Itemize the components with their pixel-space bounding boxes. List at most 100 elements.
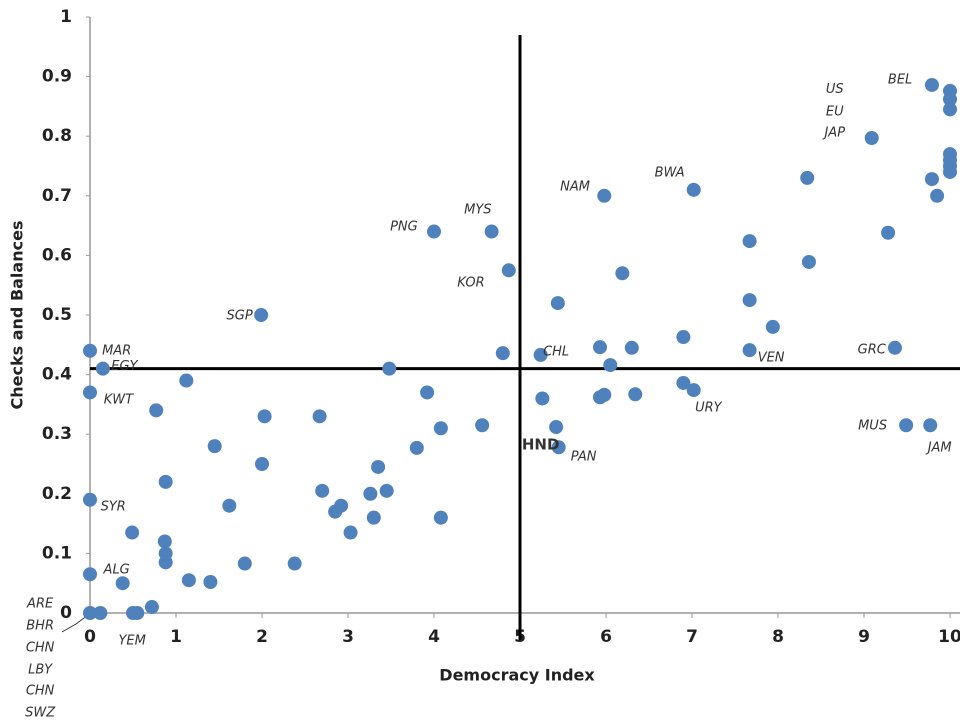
point (533, 347, 548, 362)
point (475, 418, 490, 433)
y-tick-label: 0.6 (42, 245, 72, 265)
point (615, 266, 630, 281)
annotation: PAN (571, 449, 597, 464)
y-tick-label: 0.7 (42, 186, 72, 206)
y-tick-label: 0.9 (42, 67, 72, 87)
annotation: YEM (118, 634, 145, 649)
x-tick-label: 2 (256, 627, 268, 647)
annotation: SWZ (25, 706, 56, 721)
x-tick-label: 10 (938, 627, 960, 647)
point (887, 340, 902, 355)
point (315, 483, 330, 498)
point (801, 254, 816, 269)
point (624, 340, 639, 355)
point (549, 420, 564, 435)
point (144, 600, 159, 615)
y-tick-label: 1 (60, 7, 72, 27)
y-tick-label: 0.3 (42, 424, 72, 444)
x-tick-label: 3 (342, 627, 354, 647)
x-tick-label: 9 (858, 627, 870, 647)
point (181, 573, 196, 588)
point (312, 409, 327, 424)
point (420, 385, 435, 400)
point (433, 510, 448, 525)
point (550, 296, 565, 311)
point (484, 224, 499, 239)
annotation: EU (826, 104, 844, 119)
point (742, 234, 757, 249)
point (222, 498, 237, 513)
point (800, 170, 815, 185)
y-axis-title: Checks and Balances (8, 221, 27, 410)
annotation: JAM (925, 440, 952, 455)
annotation: BHR (26, 619, 54, 634)
annotation: PNG (390, 219, 418, 234)
point (930, 188, 945, 203)
point (93, 606, 108, 620)
x-axis-title: Democracy Index (439, 666, 595, 685)
point (686, 182, 701, 197)
point (535, 391, 550, 406)
point (158, 474, 173, 489)
annotation: JAP (821, 126, 845, 141)
x-tick-label: 8 (772, 627, 784, 647)
point (603, 358, 618, 373)
y-tick-label: 0.1 (42, 543, 72, 563)
y-tick-label: 0 (60, 603, 72, 623)
point (379, 483, 394, 498)
point (366, 510, 381, 525)
point (371, 459, 386, 474)
y-tick-label: 0.2 (42, 484, 72, 504)
annotation: EGY (111, 359, 138, 374)
point (343, 525, 358, 540)
point (501, 263, 516, 278)
point (742, 293, 757, 308)
annotation: CHN (26, 684, 55, 699)
point (287, 556, 302, 571)
annotation: MUS (858, 418, 887, 433)
annotation: HND (522, 435, 560, 453)
point (237, 556, 252, 571)
point (924, 77, 939, 92)
x-tick-label: 4 (428, 627, 440, 647)
point (551, 440, 566, 455)
point (203, 575, 218, 590)
annotation: MAR (102, 343, 131, 358)
point (427, 224, 441, 239)
annotation: KOR (457, 275, 484, 290)
annotation: CHN (26, 641, 55, 656)
annotation: VEN (758, 350, 785, 365)
annotation: BWA (655, 166, 685, 181)
point (83, 343, 97, 358)
point (95, 361, 110, 376)
y-tick-label: 0.4 (42, 365, 72, 385)
point (149, 403, 164, 418)
x-tick-label: 6 (600, 627, 612, 647)
point (83, 606, 97, 620)
point (597, 188, 612, 203)
x-tick-label: 7 (686, 627, 698, 647)
y-tick-label: 0.5 (42, 305, 72, 325)
point (257, 409, 272, 424)
point (409, 440, 424, 455)
point (115, 576, 130, 591)
annotation: BEL (888, 73, 912, 88)
point (943, 92, 957, 107)
point (686, 383, 701, 398)
annotation: MYS (464, 203, 491, 218)
point (254, 308, 269, 322)
point (83, 385, 97, 400)
point (597, 387, 612, 402)
point (382, 361, 397, 376)
annotation: LBY (28, 663, 53, 678)
point (125, 525, 140, 540)
point (334, 498, 349, 513)
annotation: US (826, 82, 844, 97)
point (676, 330, 691, 345)
point (881, 225, 896, 240)
x-tick-label: 0 (84, 627, 96, 647)
x-tick-label: 1 (170, 627, 182, 647)
point (628, 387, 643, 402)
point (864, 130, 879, 145)
